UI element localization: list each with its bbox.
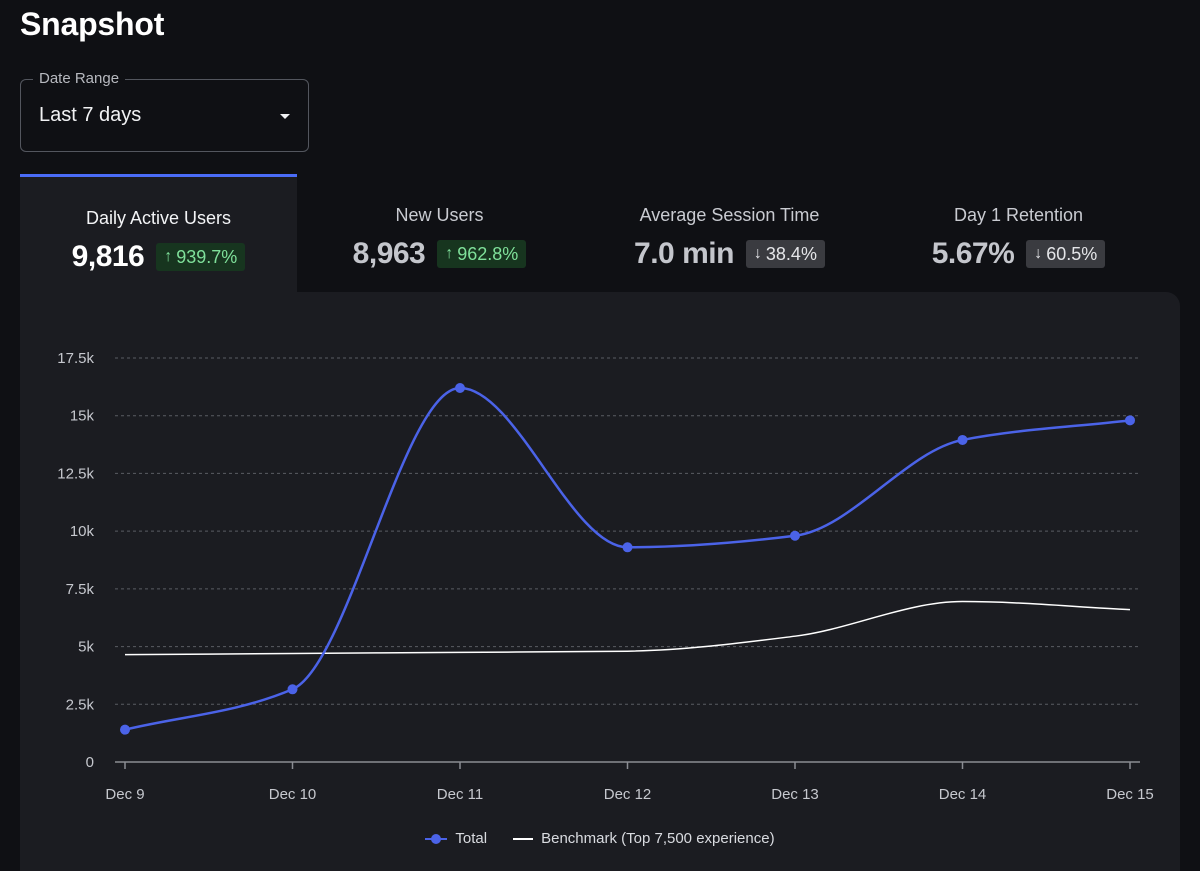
caret-down-icon	[280, 114, 290, 119]
line-chart: 0 2.5k 5k 7.5k 10k 12.5k 15k 17.5k Dec 9 Dec 10 De…	[57, 350, 1154, 803]
tab-new-users[interactable]: New Users 8,963 ↑ 962.8%	[297, 174, 582, 294]
change-badge: ↓ 38.4%	[745, 240, 825, 268]
series-line-total	[124, 386, 1131, 731]
y-tick-label: 7.5k	[66, 581, 95, 598]
y-tick-label: 5k	[78, 639, 94, 656]
tab-day-1-retention[interactable]: Day 1 Retention 5.67% ↓ 60.5%	[877, 174, 1160, 294]
metric-title: Daily Active Users	[85, 208, 232, 228]
y-tick-label: 12.5k	[57, 465, 94, 482]
date-range-label: Date Range	[33, 70, 126, 87]
metric-value: 7.0 min	[634, 237, 734, 270]
y-tick-label: 10k	[70, 523, 95, 540]
change-value: 939.7%	[176, 246, 238, 267]
y-tick-label: 2.5k	[66, 696, 95, 713]
series-line-benchmark	[124, 600, 1131, 656]
arrow-up-icon: ↑	[164, 248, 173, 265]
page-title: Snapshot	[20, 6, 165, 42]
data-point-total	[287, 684, 298, 695]
date-range-value: Last 7 days	[39, 104, 142, 126]
x-tick-label: Dec 12	[604, 786, 652, 803]
date-range-select[interactable]: Date Range Last 7 days	[20, 70, 309, 152]
legend-label-total: Total	[455, 830, 488, 847]
legend-item-total[interactable]: Total	[425, 830, 487, 847]
chart-panel: 0 2.5k 5k 7.5k 10k 12.5k 15k 17.5k Dec 9 Dec 10 De…	[20, 292, 1180, 871]
metric-title: New Users	[395, 205, 484, 225]
chart-legend: Total Benchmark (Top 7,500 experience)	[20, 830, 1180, 847]
y-tick-label: 15k	[70, 408, 95, 425]
x-tick-label: Dec 14	[939, 786, 987, 803]
legend-swatch-benchmark	[513, 837, 534, 840]
metric-value: 8,963	[352, 237, 426, 270]
arrow-down-icon: ↓	[753, 245, 762, 262]
data-point-total	[455, 383, 465, 394]
change-value: 962.8%	[457, 243, 519, 264]
arrow-up-icon: ↑	[445, 245, 454, 262]
change-badge: ↓ 60.5%	[1026, 240, 1106, 268]
y-tick-label: 17.5k	[57, 350, 94, 367]
x-tick-label: Dec 11	[437, 786, 483, 803]
data-point-total	[622, 542, 633, 553]
change-value: 60.5%	[1046, 243, 1098, 264]
data-point-total	[1125, 415, 1135, 426]
metric-title: Average Session Time	[639, 205, 820, 225]
tab-daily-active-users[interactable]: Daily Active Users 9,816 ↑ 939.7%	[20, 174, 297, 294]
change-badge: ↑ 962.8%	[437, 240, 527, 268]
data-point-total	[790, 530, 800, 541]
change-value: 38.4%	[765, 243, 817, 264]
metric-title: Day 1 Retention	[953, 205, 1084, 225]
x-tick-label: Dec 10	[269, 786, 317, 803]
x-tick-label: Dec 9	[105, 786, 144, 803]
metric-value: 9,816	[71, 240, 145, 273]
legend-item-benchmark[interactable]: Benchmark (Top 7,500 experience)	[513, 830, 775, 847]
metric-tabs: Daily Active Users 9,816 ↑ 939.7% New Us…	[20, 174, 1180, 294]
legend-swatch-total	[425, 833, 448, 845]
tab-average-session-time[interactable]: Average Session Time 7.0 min ↓ 38.4%	[582, 174, 877, 294]
data-point-total	[957, 434, 968, 445]
arrow-down-icon: ↓	[1034, 245, 1043, 262]
legend-label-benchmark: Benchmark (Top 7,500 experience)	[541, 830, 775, 847]
x-tick-label: Dec 13	[771, 786, 819, 803]
metric-value: 5.67%	[931, 237, 1015, 270]
change-badge: ↑ 939.7%	[156, 243, 246, 271]
data-point-total	[120, 724, 130, 735]
x-tick-label: Dec 15	[1106, 786, 1154, 803]
y-tick-label: 0	[86, 754, 94, 771]
